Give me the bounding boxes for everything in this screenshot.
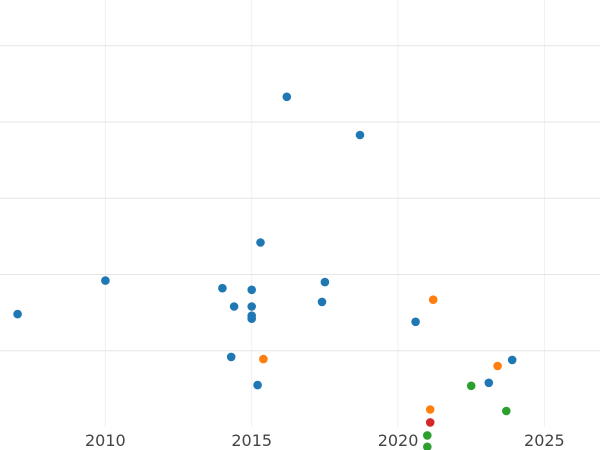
data-point-s0-13	[320, 277, 330, 287]
data-point-s0-10	[256, 238, 265, 247]
data-point-s2-1	[423, 442, 432, 450]
data-point-s3-0	[425, 418, 435, 427]
data-point-s0-14	[355, 130, 365, 140]
data-point-s0-8	[247, 314, 256, 324]
data-point-s1-2	[428, 295, 438, 305]
x-tick-label-2010: 2010	[85, 431, 126, 450]
data-point-s0-2	[218, 283, 227, 293]
data-point-s0-0	[13, 309, 22, 319]
x-tick-label-2025: 2025	[524, 431, 565, 450]
data-point-s0-15	[411, 317, 420, 327]
data-point-s1-3	[493, 361, 502, 371]
data-point-s1-0	[259, 354, 268, 364]
data-point-s0-4	[229, 302, 239, 311]
grid-layer	[0, 0, 600, 427]
data-point-s0-5	[247, 285, 256, 295]
data-point-s0-3	[226, 352, 236, 362]
x-tick-label-2015: 2015	[231, 431, 272, 450]
data-point-s1-1	[425, 405, 435, 414]
x-axis-ticks: 2010 2015 2020 2025	[85, 431, 565, 450]
data-point-s0-16	[484, 378, 494, 388]
data-point-s0-9	[253, 380, 262, 390]
data-point-s2-3	[502, 406, 511, 416]
data-point-s2-2	[466, 381, 476, 391]
data-point-s0-11	[282, 92, 292, 102]
data-point-s0-1	[101, 276, 110, 285]
data-point-s0-17	[507, 355, 517, 365]
data-point-s0-12	[317, 297, 327, 307]
points-layer	[13, 92, 517, 450]
data-point-s0-6	[247, 302, 256, 311]
data-point-s2-0	[423, 431, 432, 440]
x-tick-label-2020: 2020	[378, 431, 419, 450]
